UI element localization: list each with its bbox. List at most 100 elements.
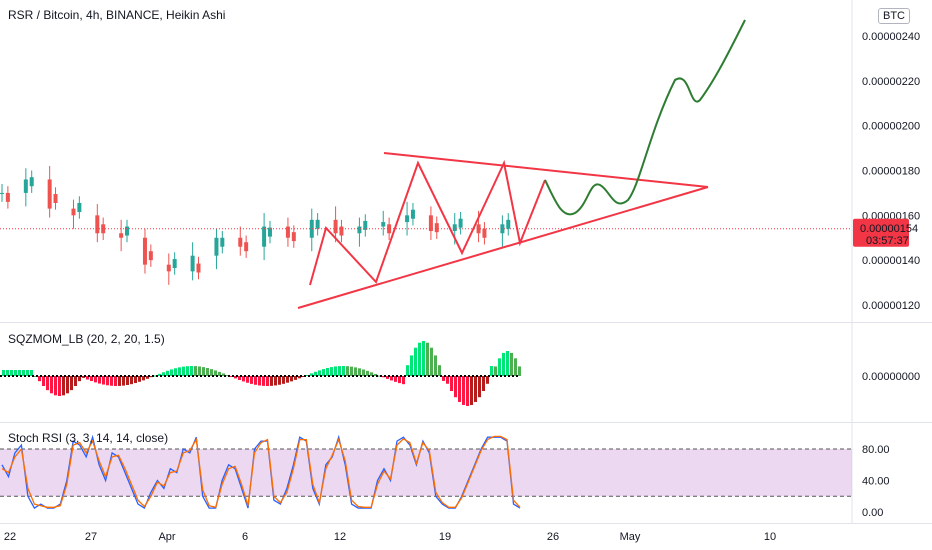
candle-body [410, 209, 415, 219]
sqzmom-bar [398, 376, 401, 384]
projected-wave-red [309, 159, 546, 286]
sqzmom-bar [418, 342, 421, 376]
sqzmom-bar [194, 366, 197, 376]
sqzmom-bar [362, 369, 365, 376]
sqzmom-bar [414, 347, 417, 376]
sqzmom-bar [226, 375, 229, 377]
sqzmom-bar [282, 376, 285, 384]
candle-body [476, 224, 481, 234]
sqzmom-bar [186, 366, 189, 376]
sqzmom-bar [358, 368, 361, 376]
candle-body [196, 263, 201, 273]
sqzmom-bar [438, 365, 441, 376]
candle-body [53, 194, 58, 204]
sqzmom-bar [478, 376, 481, 398]
candle-body [148, 251, 153, 261]
sqzmom-bar [462, 376, 465, 405]
sqzmom-bar [178, 367, 181, 376]
right-axis-bg [852, 0, 932, 550]
sqzmom-bar [222, 373, 225, 376]
sqzmom-bar [174, 368, 177, 376]
currency-badge[interactable]: BTC [878, 8, 910, 24]
stoch-tick-label: 80.00 [862, 444, 890, 456]
candle-body [357, 226, 362, 234]
sqzmom-bar [26, 370, 29, 376]
sqzmom-bar [302, 376, 305, 377]
sqzmom-bar [126, 376, 129, 385]
sqzmom-bar [250, 376, 253, 384]
candle-body [119, 233, 124, 238]
candle-body [262, 226, 267, 247]
sqzmom-bar [242, 376, 245, 382]
candle-body [23, 179, 28, 193]
candle-body [238, 237, 243, 247]
sqzmom-bar [354, 367, 357, 376]
sqzmom-bar [146, 376, 149, 379]
sqzmom-bar [254, 376, 257, 385]
sqzmom-bar [70, 376, 73, 391]
sqzmom-bar [402, 376, 405, 385]
sqzmom-bar [106, 376, 109, 386]
candle-body [71, 208, 76, 216]
time-tick-label: 12 [334, 531, 346, 543]
sqzmom-bar [394, 376, 397, 382]
sqzmom-bar [470, 376, 473, 405]
sqzmom-bar [506, 351, 509, 376]
candle-body [458, 218, 463, 228]
sqzmom-bar [62, 376, 65, 396]
stoch-tick-label: 40.00 [862, 476, 890, 488]
candle-body [101, 224, 106, 234]
sqzmom-bar [474, 376, 477, 402]
candle-body [309, 219, 314, 238]
sqzmom-bar [66, 376, 69, 394]
sqzmom-bar [514, 358, 517, 376]
candle-body [29, 177, 34, 187]
stoch-d-line [1, 435, 521, 509]
sqzmom-bar [318, 370, 321, 376]
candle-body [142, 237, 147, 265]
price-tick-label: 0.00000120 [862, 300, 920, 312]
sqzmom-bar [314, 371, 317, 376]
sqzmom-bar [434, 355, 437, 376]
sqzmom-bar [2, 370, 5, 376]
stoch-band [0, 449, 852, 497]
sqzmom-bar [54, 376, 57, 396]
candle-body [452, 224, 457, 232]
sqzmom-bar [298, 376, 301, 379]
time-tick-label: 10 [764, 531, 776, 543]
sqzmom-bar [326, 367, 329, 376]
candle-body [0, 192, 4, 194]
sqzmom-bar [338, 366, 341, 376]
candle-body [482, 228, 487, 238]
sqzmom-bar [110, 376, 113, 386]
sqzmom-bar [238, 376, 241, 380]
sqzmom-bar [454, 376, 457, 398]
candle-body [381, 222, 386, 227]
candle-body [428, 215, 433, 232]
sqzmom-bar [82, 376, 85, 378]
candle-body [339, 226, 344, 236]
candle-body [47, 179, 52, 209]
sqzmom-bar [134, 376, 137, 384]
sqzmom-bar [310, 373, 313, 376]
sqzmom-bar [130, 376, 133, 385]
triangle-lower-line [297, 186, 709, 309]
sqzmom-tick-label: 0.00000000 [862, 371, 920, 383]
candle-body [244, 242, 249, 252]
sqzmom-bar [450, 376, 453, 391]
candle-body [166, 264, 171, 272]
time-tick-label: Apr [158, 531, 175, 543]
sqzmom-bar [102, 376, 105, 385]
sqzmom-bar [78, 376, 81, 382]
sqzmom-bar [118, 376, 121, 386]
sqzmom-bar [446, 376, 449, 384]
sqzmom-bar [406, 365, 409, 376]
time-tick-label: May [620, 531, 641, 543]
candle-body [405, 215, 410, 223]
time-tick-label: 27 [85, 531, 97, 543]
sqzmom-bar [170, 369, 173, 376]
candle-body [267, 227, 272, 237]
stoch-tick-label: 0.00 [862, 507, 883, 519]
